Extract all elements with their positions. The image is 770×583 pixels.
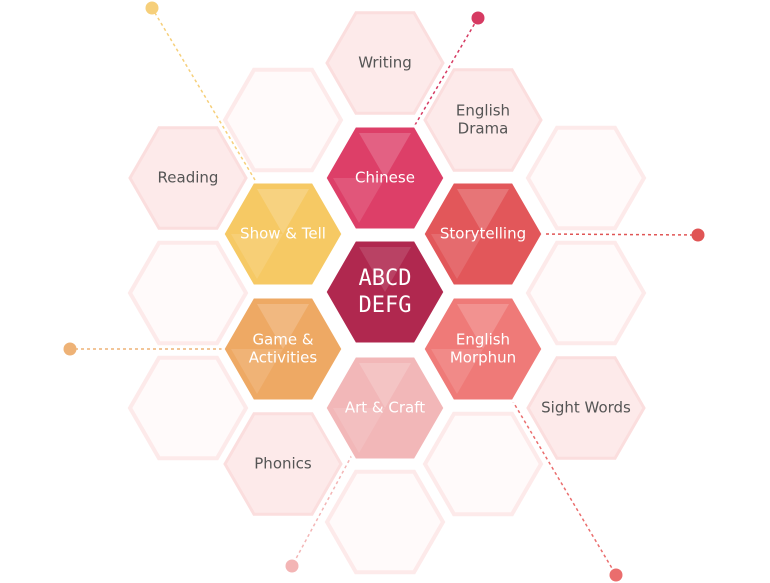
hex-show-tell-facet xyxy=(257,189,309,234)
hex-chinese-shape xyxy=(323,124,447,232)
hex-english-drama-label-2: Drama xyxy=(458,120,509,138)
blank-hex-5 xyxy=(127,355,249,461)
center-hex: ABCD DEFG xyxy=(323,238,447,346)
hex-art-craft-label-1: Art & Craft xyxy=(345,399,425,417)
hex-game-activities-shape xyxy=(221,295,345,403)
hex-reading-label-1: Reading xyxy=(158,169,219,187)
connector-english-morphun xyxy=(511,399,623,582)
connector-art-craft-dot xyxy=(285,559,299,573)
blank-hex-7 xyxy=(324,469,446,575)
hex-game-activities-facet xyxy=(257,304,309,349)
hex-sight-words-shape xyxy=(526,356,646,460)
blank-hex-1 xyxy=(222,67,344,173)
hex-english-morphun-facet-2 xyxy=(431,349,483,394)
hex-storytelling-shape xyxy=(421,180,545,288)
connector-storytelling-dot xyxy=(691,228,705,242)
connector-chinese-line xyxy=(414,17,479,126)
hex-writing-label-1: Writing xyxy=(358,54,412,72)
connector-game-activities xyxy=(63,342,228,356)
hex-art-craft-facet-2 xyxy=(333,408,385,453)
center-hex-facet xyxy=(359,247,411,292)
hex-chinese-label-1: Chinese xyxy=(355,169,415,187)
center-line-2: DEFG xyxy=(359,293,412,318)
blank-hexes xyxy=(127,67,647,575)
hex-sight-words-label-1: Sight Words xyxy=(541,399,631,417)
hex-reading: Reading xyxy=(128,126,248,230)
hex-storytelling-facet-2 xyxy=(431,234,483,279)
hex-phonics-label-1: Phonics xyxy=(254,455,312,473)
hex-phonics: Phonics xyxy=(223,412,343,516)
hex-chinese-facet xyxy=(359,133,411,178)
hex-game-activities: Game &Activities xyxy=(221,295,345,403)
hex-game-activities-facet-2 xyxy=(231,349,283,394)
connector-show-tell-dot xyxy=(145,1,159,15)
hex-english-morphun-label-2: Morphun xyxy=(450,349,516,367)
hex-chinese: Chinese xyxy=(323,124,447,232)
hex-show-tell-label-1: Show & Tell xyxy=(240,225,326,243)
hex-storytelling-label-1: Storytelling xyxy=(440,225,526,243)
connector-storytelling-line xyxy=(539,233,699,236)
hex-english-morphun-label-1: English xyxy=(456,331,510,349)
hex-english-morphun-shape xyxy=(421,295,545,403)
hex-game-activities-label-2: Activities xyxy=(249,349,318,367)
blank-hex-6 xyxy=(422,411,544,517)
hex-writing-shape xyxy=(325,11,445,115)
connector-chinese xyxy=(414,11,485,126)
center-line-1: ABCD xyxy=(359,266,412,291)
hex-chinese-facet-2 xyxy=(333,178,385,223)
connector-english-morphun-dot xyxy=(609,568,623,582)
hex-art-craft-facet xyxy=(359,363,411,408)
hex-english-morphun-facet xyxy=(457,304,509,349)
connector-chinese-dot xyxy=(471,11,485,25)
connector-show-tell xyxy=(145,1,256,181)
hex-storytelling: Storytelling xyxy=(421,180,545,288)
connectors xyxy=(63,1,705,582)
hex-show-tell-shape xyxy=(221,180,345,288)
hex-reading-shape xyxy=(128,126,248,230)
hex-writing: Writing xyxy=(325,11,445,115)
hex-game-activities-label-1: Game & xyxy=(252,331,313,349)
hex-english-drama-shape xyxy=(423,68,543,172)
hex-art-craft-shape xyxy=(323,354,447,462)
blank-hex-4 xyxy=(525,240,647,346)
hex-sight-words: Sight Words xyxy=(526,356,646,460)
connector-storytelling xyxy=(539,228,705,242)
hex-show-tell-facet-2 xyxy=(231,234,283,279)
connector-english-morphun-line xyxy=(511,399,617,576)
hex-phonics-shape xyxy=(223,412,343,516)
hex-storytelling-facet xyxy=(457,189,509,234)
blank-hex-3 xyxy=(127,240,249,346)
hex-art-craft: Art & Craft xyxy=(323,354,447,462)
hex-english-drama-label-1: English xyxy=(456,102,510,120)
connector-art-craft xyxy=(285,454,353,573)
connector-game-activities-dot xyxy=(63,342,77,356)
center-hex-shape xyxy=(323,238,447,346)
hex-show-tell: Show & Tell xyxy=(221,180,345,288)
blank-hex-2 xyxy=(525,125,647,231)
